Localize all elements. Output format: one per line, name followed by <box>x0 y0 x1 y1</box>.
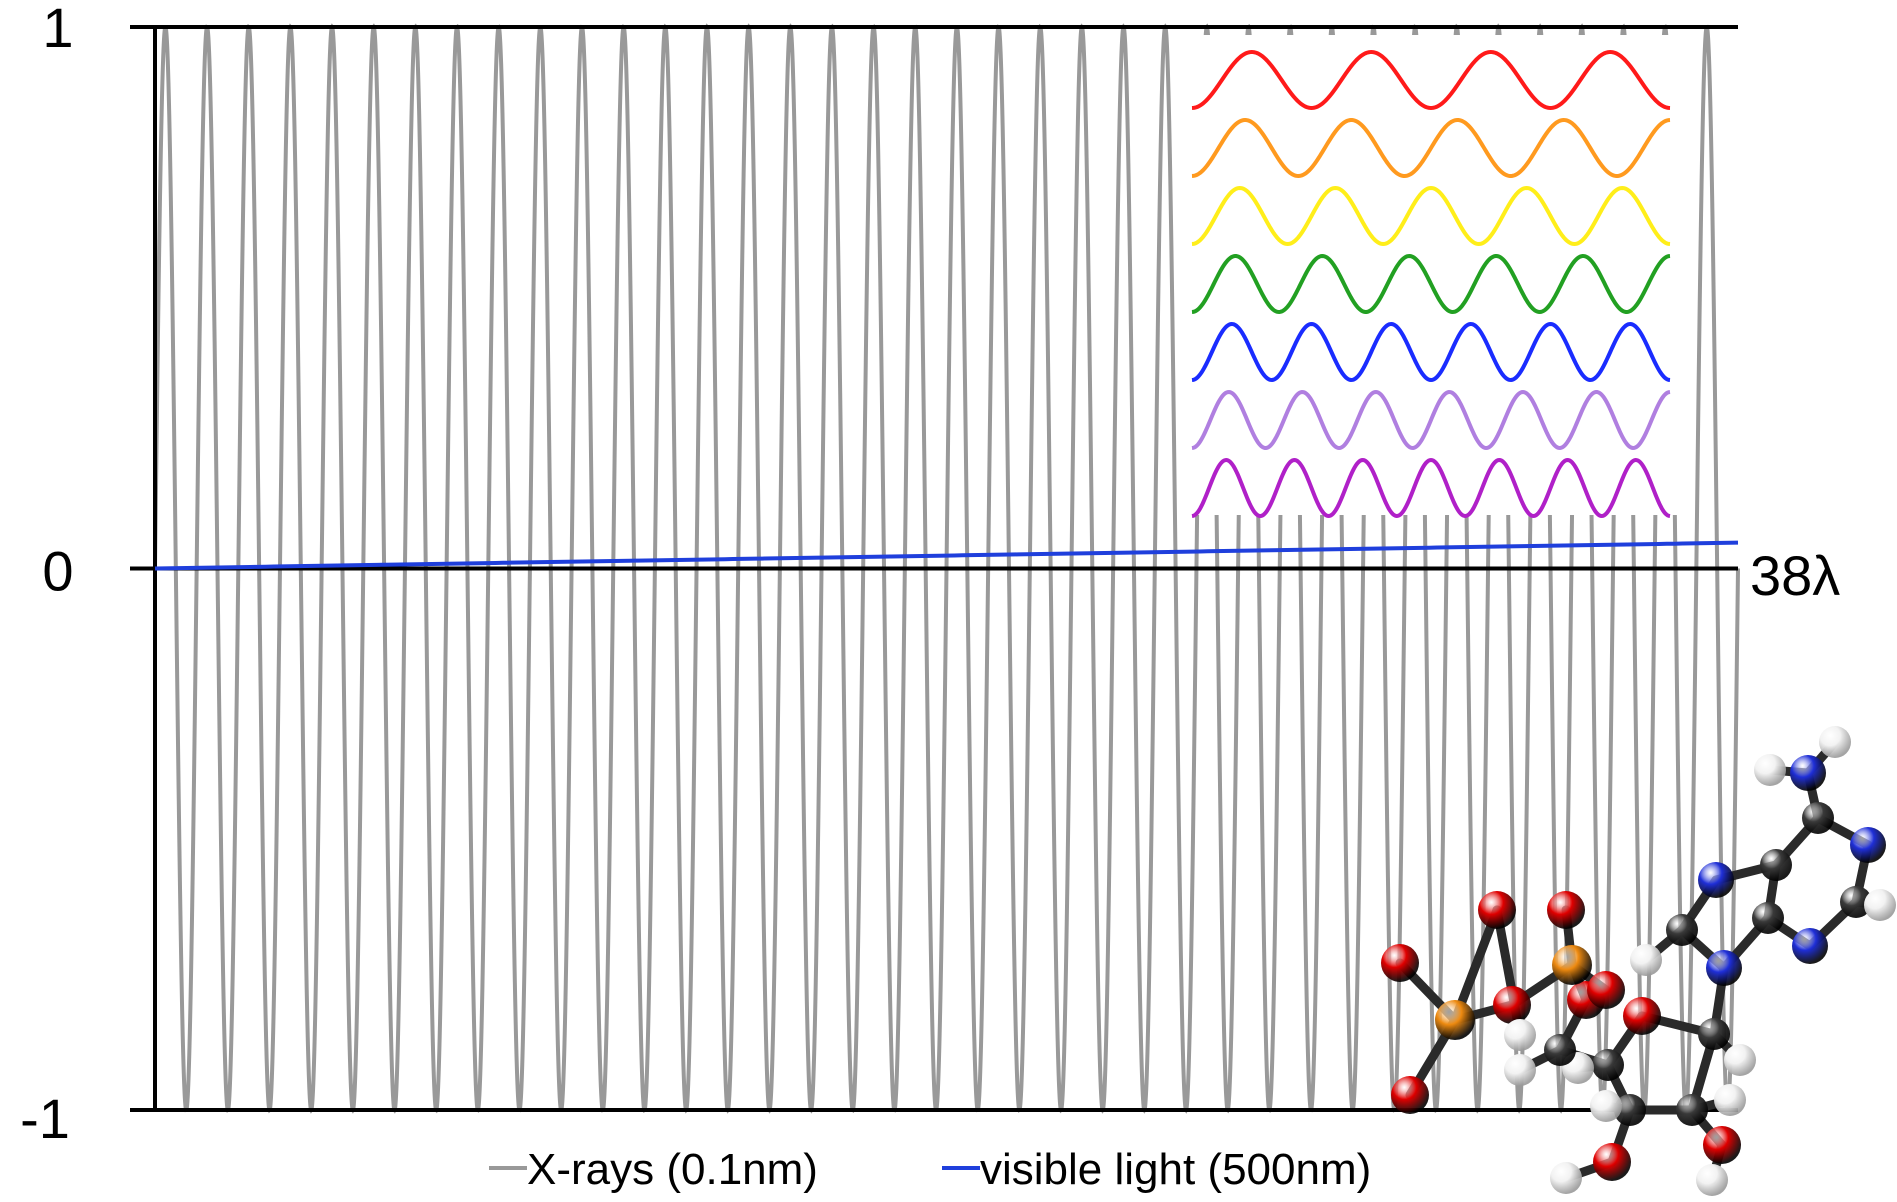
molecule-atom <box>1544 1034 1576 1066</box>
molecule-atom <box>1850 827 1886 863</box>
molecule-atom <box>1666 914 1698 946</box>
molecule-atom <box>1550 1162 1582 1194</box>
molecule-atom <box>1706 950 1742 986</box>
y-tick-label: 0 <box>42 540 73 603</box>
spectrum-wave <box>1191 117 1671 179</box>
inset-background <box>1182 35 1678 515</box>
molecule-atom <box>1478 891 1516 929</box>
molecule-atom <box>1493 986 1531 1024</box>
molecule-atom <box>1802 802 1834 834</box>
molecule-atom <box>1623 997 1661 1035</box>
chart-legend: X-rays (0.1nm) visible light (500nm) <box>489 1145 1371 1194</box>
legend-xrays-label: X-rays (0.1nm) <box>527 1145 818 1194</box>
molecule-atom <box>1504 1019 1536 1051</box>
y-tick-label: -1 <box>20 1087 70 1150</box>
molecule-atom <box>1790 755 1826 791</box>
molecule-atom <box>1391 1076 1429 1114</box>
y-tick-label: 1 <box>42 0 73 59</box>
molecule-atom <box>1593 1143 1631 1181</box>
spectrum-wave <box>1191 185 1671 247</box>
molecule-atom <box>1754 754 1786 786</box>
spectrum-wave <box>1191 321 1671 383</box>
molecule-atom <box>1590 1090 1622 1122</box>
molecule-atom <box>1504 1054 1536 1086</box>
molecule-atom <box>1698 1018 1730 1050</box>
visible-light-series <box>154 540 1739 571</box>
molecule-atom <box>1864 889 1896 921</box>
molecule-atom <box>1698 862 1734 898</box>
molecule-atom <box>1792 928 1828 964</box>
molecule-atom <box>1587 971 1625 1009</box>
molecule-atom <box>1714 1084 1746 1116</box>
spectrum-wave <box>1191 49 1671 111</box>
x-end-label: 38λ <box>1750 544 1840 607</box>
molecule-atom <box>1552 945 1592 985</box>
color-spectrum-inset <box>1182 35 1678 519</box>
molecule-atom <box>1760 849 1792 881</box>
spectrum-wave <box>1191 253 1671 315</box>
molecule-atom <box>1630 944 1662 976</box>
molecule-atom <box>1696 1164 1728 1196</box>
molecule-atom <box>1724 1044 1756 1076</box>
legend-visible-label: visible light (500nm) <box>980 1145 1371 1194</box>
atp-molecule-illustration <box>1381 726 1896 1196</box>
molecule-atom <box>1703 1126 1741 1164</box>
molecule-atom <box>1676 1094 1708 1126</box>
molecule-atom <box>1840 886 1872 918</box>
visible-light-line <box>154 540 1739 571</box>
molecule-atom <box>1435 1000 1475 1040</box>
molecule-atom <box>1819 726 1851 758</box>
molecule-atom <box>1381 944 1419 982</box>
molecule-atom <box>1547 891 1585 929</box>
molecule-atom <box>1614 1094 1646 1126</box>
spectrum-wave <box>1191 389 1671 451</box>
spectrum-wave <box>1191 457 1671 519</box>
molecule-atom <box>1752 902 1784 934</box>
molecule-atom <box>1592 1049 1624 1081</box>
y-tick-labels: 1 0 -1 <box>20 0 73 1150</box>
